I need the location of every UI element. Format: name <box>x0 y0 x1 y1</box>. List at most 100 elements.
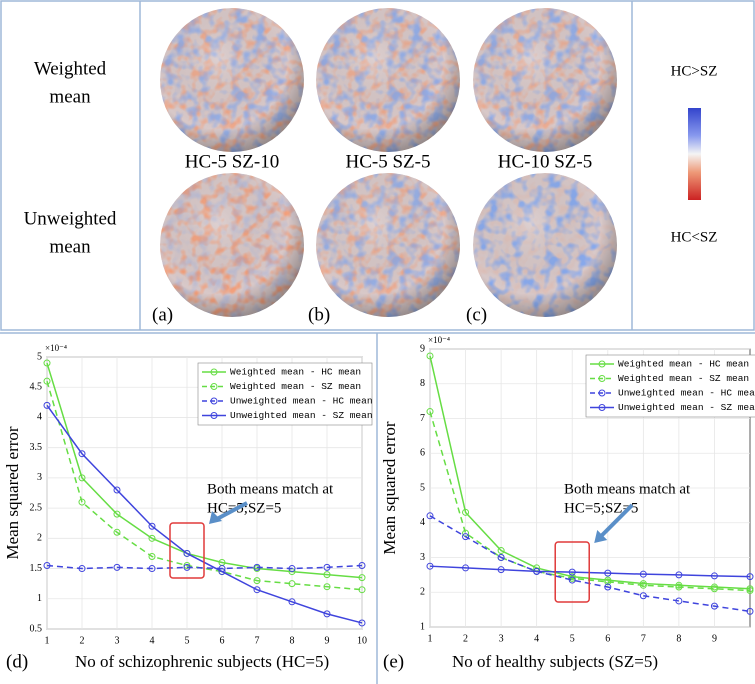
series-line <box>429 515 751 613</box>
data-point <box>113 486 121 494</box>
data-point <box>43 377 51 385</box>
arrow <box>214 501 248 522</box>
arrow <box>598 503 634 539</box>
data-point <box>426 352 434 360</box>
y-tick-label: 4 <box>37 412 42 423</box>
y-tick-label: 4.5 <box>30 382 43 393</box>
data-point <box>604 578 612 586</box>
y-tick-label: 4 <box>420 517 425 528</box>
sphere <box>316 8 460 152</box>
sphere <box>160 173 304 317</box>
data-point <box>533 567 541 575</box>
x-tick-label: 2 <box>80 635 85 646</box>
data-point <box>746 573 754 581</box>
sphere <box>160 8 304 152</box>
data-point <box>323 610 331 618</box>
row-label: mean <box>49 86 91 107</box>
top-panel <box>0 0 755 331</box>
row-label: Weighted <box>34 58 107 79</box>
data-point <box>462 508 470 516</box>
legend-label: Unweighted mean - SZ mean <box>230 410 373 421</box>
legend-label: Unweighted mean - SZ mean <box>618 402 755 413</box>
sphere <box>473 8 617 152</box>
y-tick-label: 2.5 <box>30 502 43 513</box>
legend-marker <box>598 375 606 382</box>
y-axis-title: Mean squared error <box>3 426 22 559</box>
caption: HC-5 SZ-5 <box>346 151 431 172</box>
legend-label: Weighted mean - HC mean <box>230 367 361 378</box>
panel-label: (a) <box>152 304 173 325</box>
y-tick-label: 1 <box>37 593 42 604</box>
x-tick-label: 1 <box>428 633 433 644</box>
x-tick-label: 7 <box>641 633 646 644</box>
panel-label: (c) <box>466 304 487 325</box>
y-tick-label: 0.5 <box>30 623 43 634</box>
y-tick-label: 1.5 <box>30 563 43 574</box>
series-line <box>429 355 751 590</box>
data-point <box>113 528 121 536</box>
row-label: Unweighted <box>24 208 117 229</box>
legend-box <box>585 354 755 418</box>
sphere-shade <box>316 8 460 152</box>
y-tick-label: 5 <box>420 482 425 493</box>
x-tick-label: 2 <box>463 633 468 644</box>
data-point <box>426 408 434 416</box>
x-tick-label: 10 <box>357 635 367 646</box>
x-tick-label: 4 <box>534 633 539 644</box>
series-line <box>46 564 363 570</box>
data-point <box>323 563 331 571</box>
data-point <box>462 564 470 572</box>
data-point <box>710 602 718 610</box>
data-point <box>253 586 261 594</box>
colorbar-label: HC>SZ <box>671 63 718 79</box>
x-tick-label: 6 <box>605 633 610 644</box>
x-axis-title: No of healthy subjects (SZ=5) <box>452 652 658 671</box>
data-point <box>288 598 296 606</box>
x-axis-title: No of schizophrenic subjects (HC=5) <box>75 652 329 671</box>
data-point <box>358 619 366 627</box>
y-tick-label: 5 <box>37 351 42 362</box>
scale-label: ×10⁻⁴ <box>45 343 67 353</box>
data-point <box>43 401 51 409</box>
data-point <box>148 534 156 542</box>
x-tick-label: 3 <box>115 635 120 646</box>
caption: HC-5 SZ-10 <box>185 151 279 172</box>
colorbar <box>688 108 701 200</box>
x-tick-label: 8 <box>290 635 295 646</box>
annotation: Both means match at <box>207 481 334 497</box>
x-tick-label: 7 <box>255 635 260 646</box>
y-tick-label: 3 <box>37 472 42 483</box>
legend-label: Weighted mean - SZ mean <box>230 381 361 392</box>
y-tick-label: 2 <box>420 587 425 598</box>
data-point <box>78 498 86 506</box>
data-point <box>288 565 296 573</box>
legend-marker <box>210 368 218 376</box>
legend-label: Weighted mean - SZ mean <box>618 373 749 384</box>
sphere-shade <box>473 173 617 317</box>
data-point <box>253 577 261 585</box>
y-tick-label: 1 <box>420 621 425 632</box>
x-tick-label: 5 <box>570 633 575 644</box>
x-tick-label: 4 <box>150 635 155 646</box>
annotation: HC=5;SZ=5 <box>564 500 638 516</box>
data-point <box>497 554 505 561</box>
x-tick-label: 9 <box>712 633 717 644</box>
panel-label: (d) <box>6 651 28 672</box>
legend-marker <box>598 404 606 411</box>
sphere-shade <box>160 8 304 152</box>
data-point <box>358 586 366 594</box>
y-tick-label: 7 <box>420 413 425 424</box>
colorbar-label: HC<SZ <box>671 229 718 245</box>
series-line <box>429 411 751 592</box>
sphere <box>316 173 460 317</box>
panel-label: (e) <box>383 651 404 672</box>
data-point <box>183 563 191 571</box>
data-point <box>497 547 505 555</box>
data-point <box>426 562 434 570</box>
data-point <box>148 522 156 530</box>
data-point <box>462 533 470 541</box>
legend-marker <box>598 360 606 368</box>
data-point <box>323 571 331 579</box>
legend-marker <box>210 412 218 419</box>
